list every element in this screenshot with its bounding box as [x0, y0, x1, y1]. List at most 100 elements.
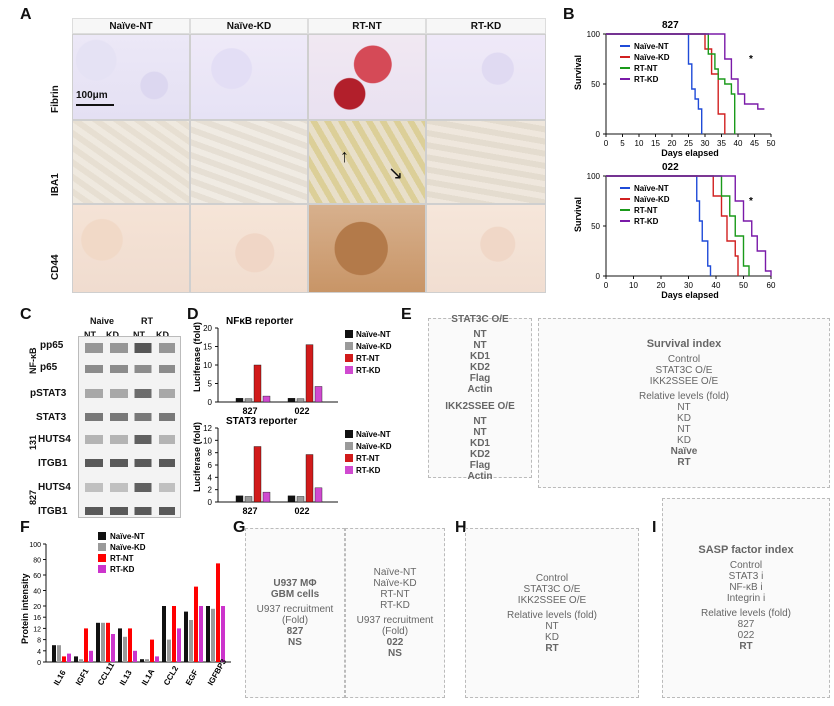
category-label: 827 [242, 506, 257, 516]
panel-e-blots: STAT3C O/E NT NT KD1 KD2 Flag Actin IKK2… [428, 314, 532, 482]
col-naive-nt: Naïve-NT [72, 18, 190, 34]
protein-bar-7-0 [206, 606, 210, 662]
legend-swatch [98, 554, 106, 562]
bar-1-2 [305, 454, 314, 503]
legend-label-1: Naïve-KD [634, 53, 670, 62]
protein-label: IGF1 [74, 667, 91, 687]
y-label: Survival [573, 55, 583, 90]
protein-bar-3-2 [128, 628, 132, 662]
panel-h-group-2: KD [545, 631, 559, 643]
panel-e-label: E [401, 306, 412, 323]
panel-c-lane-3: NT [133, 330, 145, 340]
row-cd44: CD44 [50, 254, 61, 280]
tile-fibrin-rt-kd [426, 34, 546, 120]
panel-c-lane-1: NT [84, 330, 96, 340]
x-tick-label: 45 [750, 139, 759, 148]
panel-e-group-1: NT [677, 402, 691, 413]
legend-label: Naïve-NT [356, 430, 391, 439]
panel-b-label: B [563, 6, 575, 23]
tile-iba1-naive-kd [190, 120, 308, 204]
panel-e-bottom-lane-2: NT [473, 427, 487, 438]
x-tick-label: 60 [767, 281, 776, 290]
panel-e-top-lane-2: NT [473, 340, 487, 351]
y-tick-label: 5 [208, 380, 213, 389]
panel-i-group-1: 827 [737, 619, 755, 630]
y-tick-label: 0 [208, 398, 213, 407]
panel-c-row-3-label: pSTAT3 [30, 388, 67, 399]
tile-cd44-rt-nt [308, 204, 426, 293]
protein-bar-2-2 [106, 622, 110, 662]
protein-bar-3-3 [133, 650, 137, 662]
panel-e-top-title: STAT3C O/E [451, 314, 509, 325]
protein-bar-2-1 [101, 622, 105, 662]
protein-bar-4-2 [150, 639, 154, 662]
survival-curve-2 [606, 33, 736, 134]
legend-label-0: Naïve-NT [634, 42, 669, 51]
x-tick-label: 0 [604, 281, 609, 290]
y-tick-label: 10 [203, 361, 212, 370]
y-tick-label: 0 [596, 130, 601, 139]
y-tick-label: 0 [37, 660, 41, 667]
panel-g-label: G [233, 519, 246, 536]
panel-g-right-title: 022 [386, 637, 404, 648]
legend-label: RT-KD [356, 466, 381, 475]
y-tick-label: 0 [596, 272, 601, 281]
panel-i-label: I [652, 519, 657, 536]
panel-e-top-row-1: Flag [469, 373, 491, 384]
y-tick-label: 0 [208, 498, 213, 507]
x-label: Days elapsed [661, 148, 719, 158]
y-tick-label: 40 [33, 589, 41, 596]
panel-i-legend-4: Integrin i [726, 593, 766, 604]
panel-h-legend-2: STAT3C O/E [523, 583, 581, 595]
panel-i-title: SASP factor index [698, 544, 794, 556]
panel-e-top-row-2: Actin [467, 384, 493, 395]
legend-label: RT-NT [110, 554, 134, 563]
x-tick-label: 20 [657, 281, 666, 290]
y-tick-label: 100 [29, 542, 41, 549]
bar-1-1 [296, 398, 305, 403]
panel-e-bottom-lane-4: KD2 [469, 449, 490, 460]
panel-i-legend-3: NF-κB i [729, 582, 763, 593]
bar-1-0 [287, 398, 296, 403]
panel-g-bottom-text: GBM cells [270, 589, 320, 600]
protein-bar-2-0 [96, 622, 100, 662]
protein-label: CCL11 [96, 660, 117, 687]
bar-1-1 [296, 496, 305, 503]
panel-g-top-text: U937 MΦ [273, 578, 317, 589]
panel-h-group-label: RT [545, 642, 559, 654]
y-tick-label: 4 [208, 473, 213, 482]
y-tick-label: 100 [587, 172, 601, 181]
y-tick-label: 10 [203, 436, 212, 445]
panel-e-top-lane-4: KD2 [469, 362, 490, 373]
x-tick-label: 30 [684, 281, 693, 290]
panel-e-top-lane-1: NT [473, 329, 487, 340]
tile-fibrin-rt-nt [308, 34, 426, 120]
bar-1-3 [314, 487, 323, 503]
panel-e-top-lane-3: KD1 [469, 351, 490, 362]
panel-g-left: U937 MΦ GBM cells U937 recruitment (Fold… [245, 528, 345, 698]
panel-c-side-nfkb: NF-κB [28, 347, 38, 374]
protein-bar-1-0 [74, 656, 78, 662]
legend-swatch [98, 543, 106, 551]
panel-e-legend-1: Control [667, 354, 701, 365]
protein-bar-5-3 [177, 628, 181, 662]
arrow-1: ↑ [340, 146, 349, 166]
y-tick-label: 6 [208, 461, 213, 470]
survival-title: 022 [662, 162, 679, 173]
x-tick-label: 50 [739, 281, 748, 290]
protein-bar-5-1 [167, 639, 171, 662]
panel-e-group-3: NT [677, 424, 691, 435]
protein-label: IL13 [118, 668, 134, 687]
tile-iba1-rt-kd [426, 120, 546, 204]
x-tick-label: 35 [717, 139, 726, 148]
tile-fibrin-naive-kd [190, 34, 308, 120]
protein-bar-6-2 [194, 586, 198, 662]
y-tick-label: 20 [33, 604, 41, 611]
panel-h-legend-1: Control [535, 572, 569, 584]
tile-cd44-naive-kd [190, 204, 308, 293]
panel-d-label: D [187, 306, 199, 323]
protein-bar-1-3 [89, 650, 93, 662]
y-tick-label: 8 [208, 449, 213, 458]
panel-e-legend-2: STAT3C O/E [655, 365, 713, 376]
legend-label: RT-KD [110, 565, 135, 574]
